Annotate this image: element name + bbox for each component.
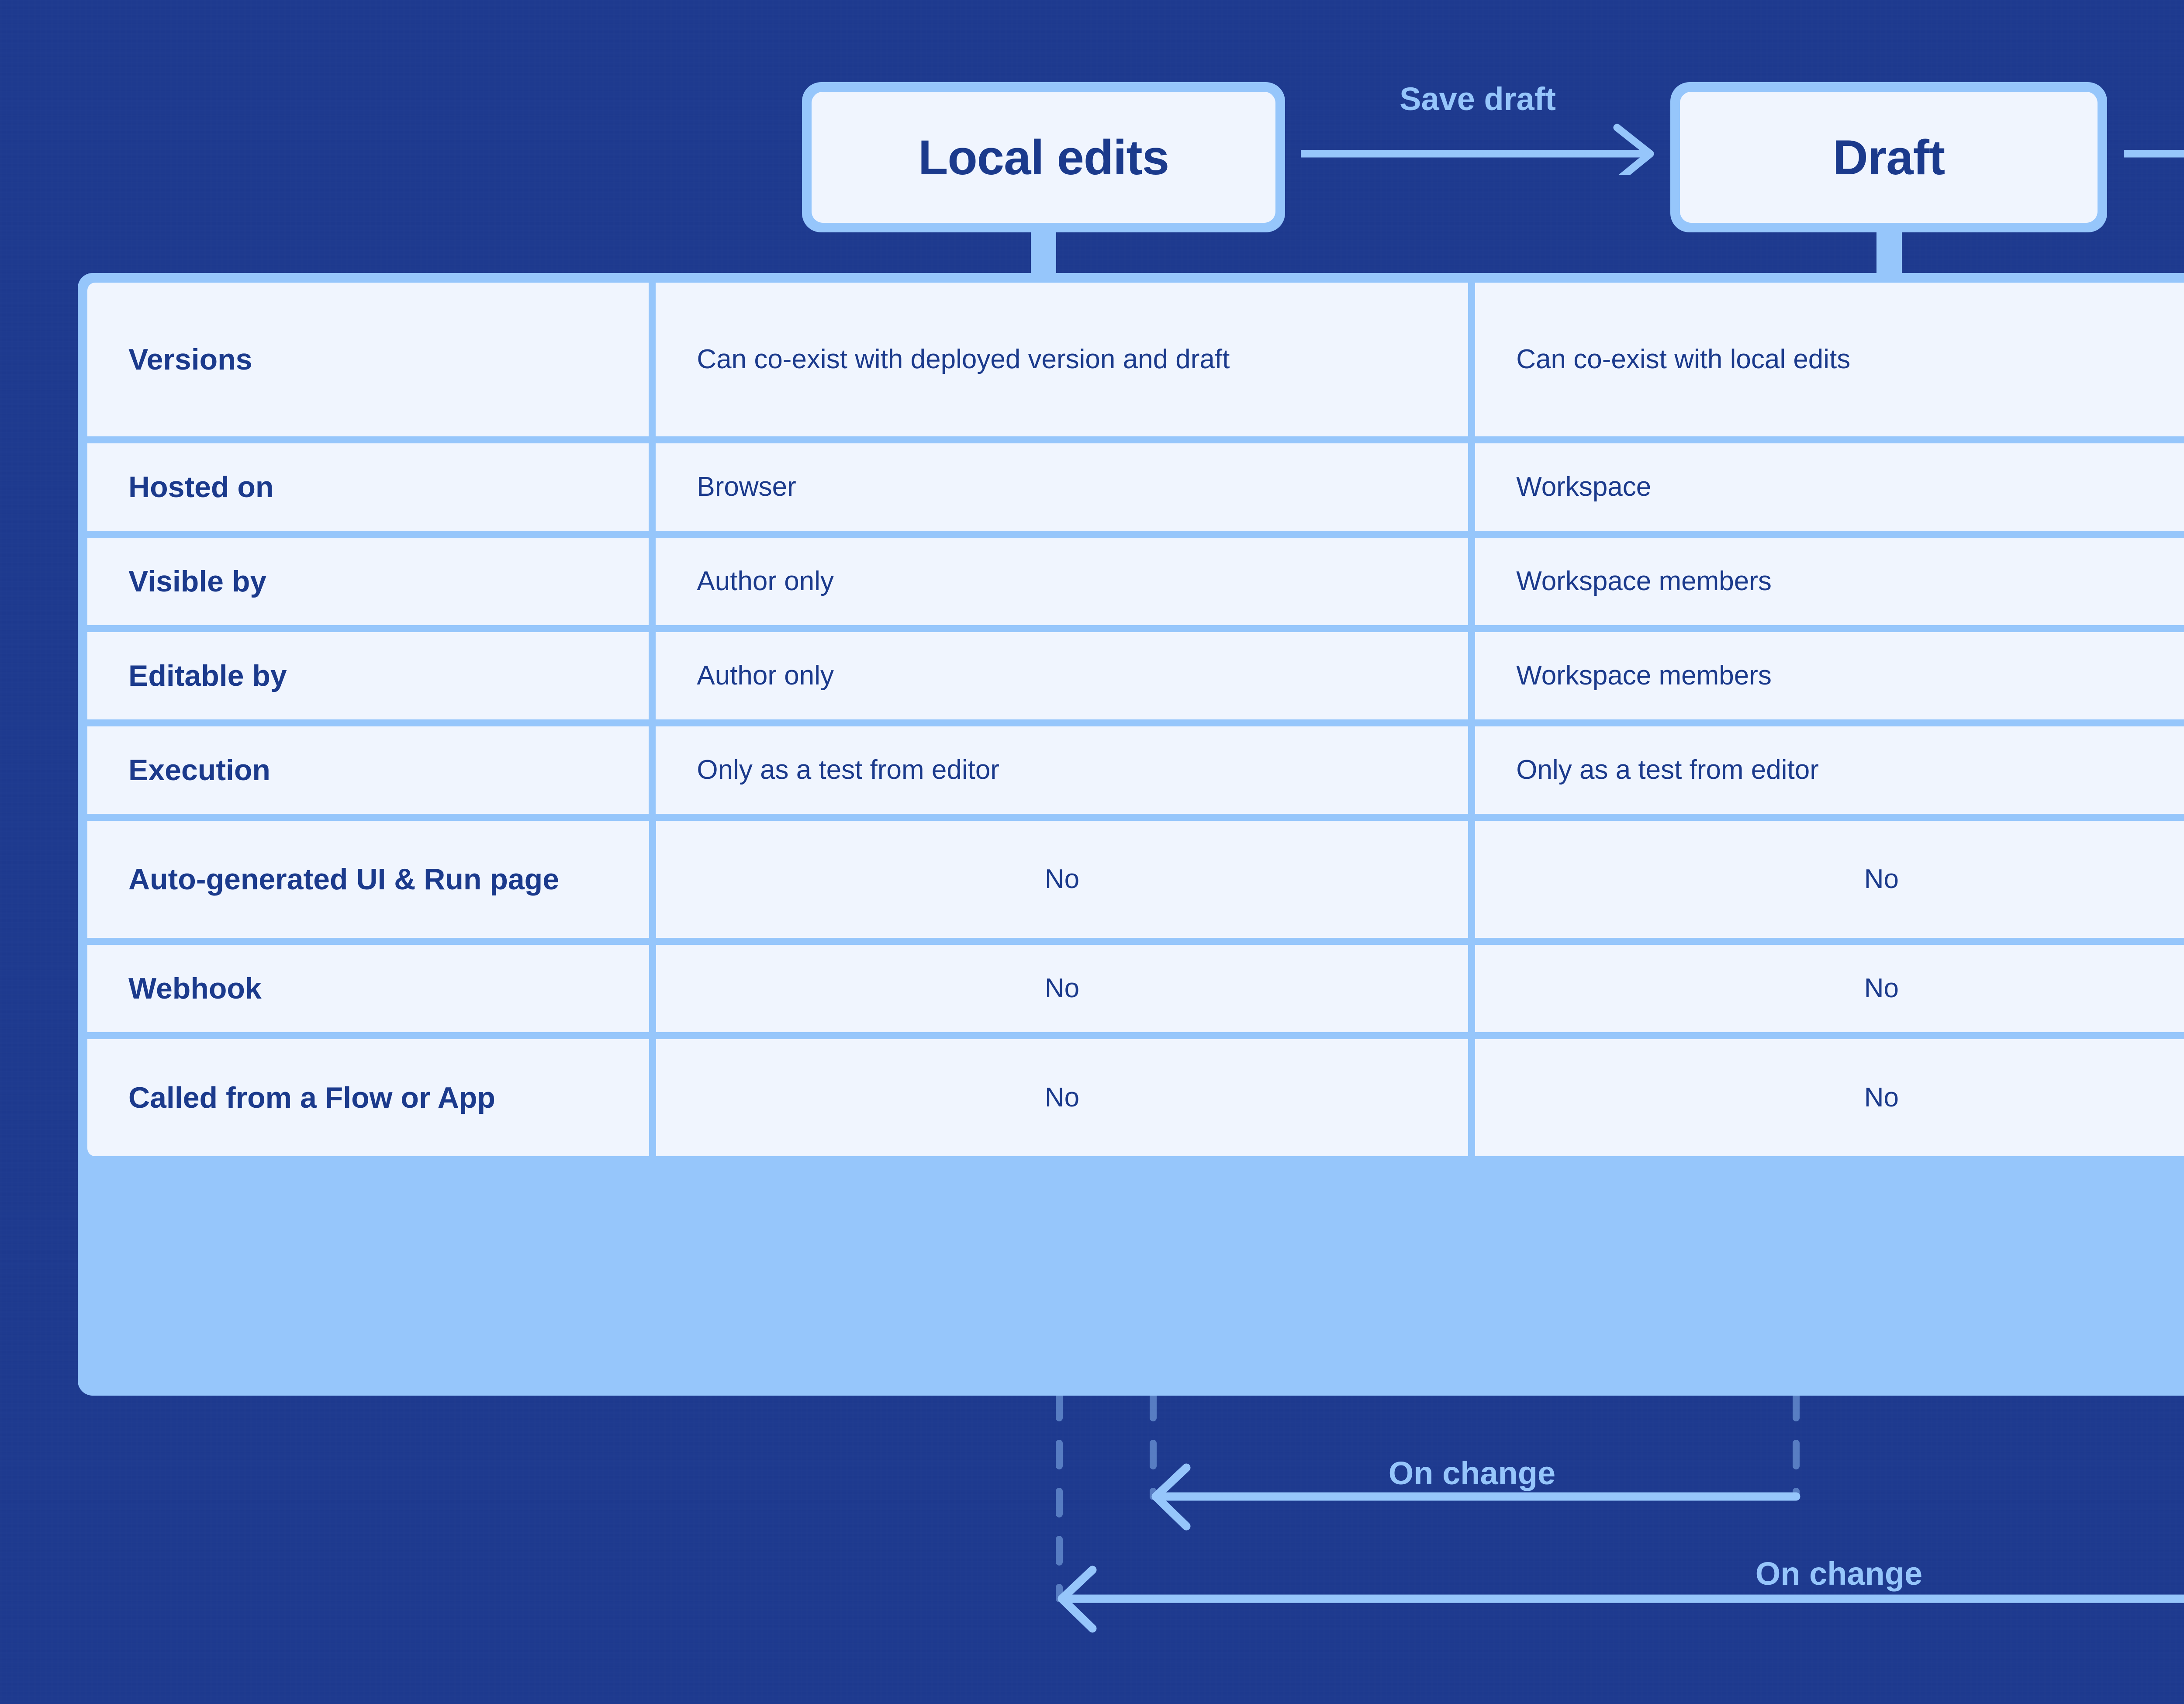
cell-draft: Workspace <box>1475 443 2184 531</box>
transition-label: Save draft <box>1400 81 1556 117</box>
cell-local-edits: No <box>656 945 1469 1032</box>
cell-draft: No <box>1475 945 2184 1032</box>
cell-local-edits: Author only <box>656 632 1469 719</box>
cell-local-edits: No <box>656 821 1469 938</box>
feedback-label-deployed: On change <box>1755 1555 1923 1592</box>
row-label: Auto-generated UI & Run page <box>87 821 649 938</box>
arrow-right-icon <box>2124 150 2184 158</box>
feedback-arrows-svg <box>1056 1392 2184 1633</box>
cell-draft: No <box>1475 821 2184 938</box>
row-label: Visible by <box>87 538 649 625</box>
state-box-inner: Draft <box>1680 92 2098 223</box>
arrow-right-icon <box>1301 124 1654 175</box>
row-label: Called from a Flow or App <box>87 1039 649 1156</box>
row-label: Versions <box>87 283 649 436</box>
table-row: Webhook No No Yes <box>87 945 2184 1032</box>
cell-local-edits: Only as a test from editor <box>656 726 1469 814</box>
state-box-local-edits[interactable]: Local edits <box>802 82 1285 232</box>
connector-stem-draft <box>1876 227 1902 278</box>
feedback-label-draft: On change <box>1388 1455 1556 1491</box>
table-row: Execution Only as a test from editor Onl… <box>87 726 2184 814</box>
table-row: Hosted on Browser Workspace Workspace <box>87 443 2184 531</box>
cell-local-edits: Browser <box>656 443 1469 531</box>
row-label: Webhook <box>87 945 649 1032</box>
cell-draft: Can co-exist with local edits <box>1475 283 2184 436</box>
cell-draft: Workspace members <box>1475 538 2184 625</box>
cell-draft: Only as a test from editor <box>1475 726 2184 814</box>
feedback-loops: On change On change <box>0 1392 2184 1702</box>
state-box-label: Draft <box>1832 130 1945 185</box>
connector-stem-local-edits <box>1031 227 1056 278</box>
transition-save-draft: Save draft <box>1301 81 1655 175</box>
row-label: Hosted on <box>87 443 649 531</box>
cell-draft: Workspace members <box>1475 632 2184 719</box>
transition-deploy: Deploy <box>2124 87 2184 175</box>
state-box-label: Local edits <box>918 130 1169 185</box>
state-box-draft[interactable]: Draft <box>1670 82 2107 232</box>
row-label: Editable by <box>87 632 649 719</box>
cell-local-edits: No <box>656 1039 1469 1156</box>
table-row: Editable by Author only Workspace member… <box>87 632 2184 719</box>
cell-local-edits: Can co-exist with deployed version and d… <box>656 283 1469 436</box>
row-label: Execution <box>87 726 649 814</box>
table-row: Auto-generated UI & Run page No No Yes <box>87 821 2184 938</box>
cell-draft: No <box>1475 1039 2184 1156</box>
cell-local-edits: Author only <box>656 538 1469 625</box>
state-box-inner: Local edits <box>812 92 1275 223</box>
table-row: Visible by Author only Workspace members… <box>87 538 2184 625</box>
table-row: Versions Can co-exist with deployed vers… <box>87 283 2184 436</box>
comparison-table: Versions Can co-exist with deployed vers… <box>78 273 2184 1396</box>
table-row: Called from a Flow or App No No Yes <box>87 1039 2184 1156</box>
arrow-left-on-change-draft <box>1151 1463 1800 1531</box>
arrow-left-on-change-deployed <box>1057 1566 2184 1633</box>
